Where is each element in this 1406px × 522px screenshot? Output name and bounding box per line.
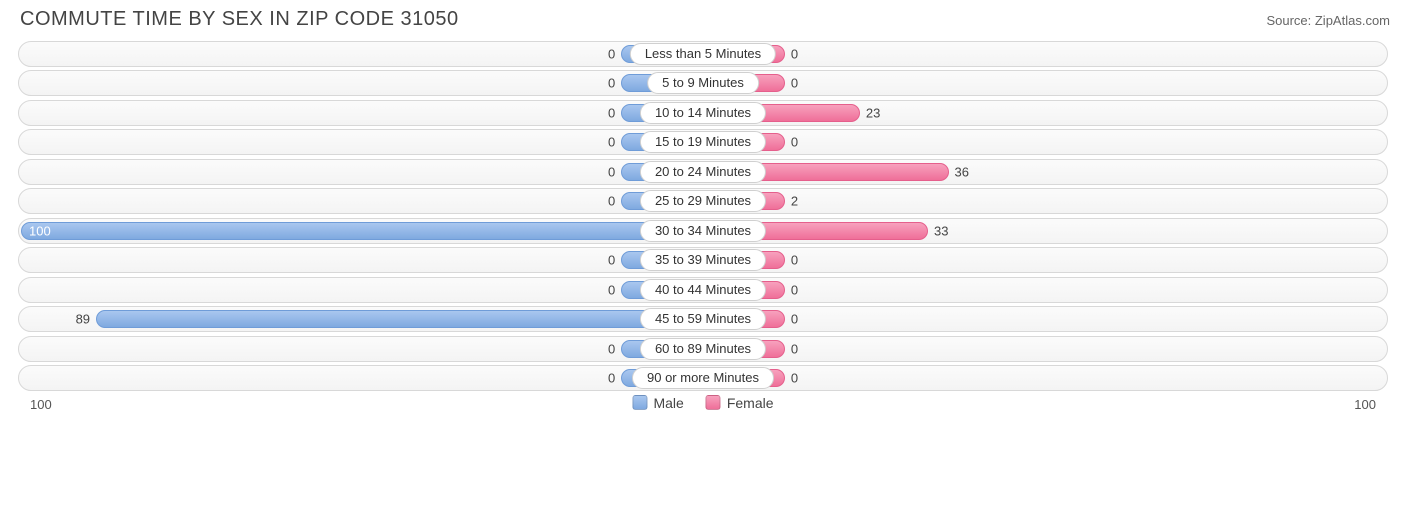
chart-row: 35 to 39 Minutes 0 0 xyxy=(18,247,1388,273)
female-value: 33 xyxy=(934,223,948,238)
female-value: 0 xyxy=(791,282,798,297)
swatch-male-icon xyxy=(632,395,647,410)
chart-header: Commute Time by Sex in Zip Code 31050 So… xyxy=(10,8,1396,37)
chart-row: 5 to 9 Minutes 0 0 xyxy=(18,70,1388,96)
chart-container: Commute Time by Sex in Zip Code 31050 So… xyxy=(0,0,1406,431)
male-bar xyxy=(96,310,703,328)
swatch-female-icon xyxy=(706,395,721,410)
axis-max-left: 100 xyxy=(30,397,52,412)
female-value: 0 xyxy=(791,371,798,386)
chart-row: 45 to 59 Minutes 89 0 xyxy=(18,306,1388,332)
category-label: 60 to 89 Minutes xyxy=(640,338,766,360)
legend-female-label: Female xyxy=(727,395,774,411)
category-label: 10 to 14 Minutes xyxy=(640,102,766,124)
chart-row: 15 to 19 Minutes 0 0 xyxy=(18,129,1388,155)
female-value: 0 xyxy=(791,46,798,61)
female-value: 0 xyxy=(791,135,798,150)
category-label: 45 to 59 Minutes xyxy=(640,308,766,330)
male-value: 0 xyxy=(608,164,615,179)
male-value: 0 xyxy=(608,253,615,268)
male-value: 89 xyxy=(76,312,90,327)
male-value: 0 xyxy=(608,135,615,150)
chart-row: 30 to 34 Minutes 100 33 xyxy=(18,218,1388,244)
female-value: 23 xyxy=(866,105,880,120)
male-bar xyxy=(21,222,703,240)
legend-male-label: Male xyxy=(653,395,683,411)
chart-row: 20 to 24 Minutes 0 36 xyxy=(18,159,1388,185)
category-label: 90 or more Minutes xyxy=(632,367,774,389)
male-value: 0 xyxy=(608,105,615,120)
male-value: 0 xyxy=(608,194,615,209)
male-value: 100 xyxy=(29,223,51,238)
chart-row: 60 to 89 Minutes 0 0 xyxy=(18,336,1388,362)
female-value: 0 xyxy=(791,253,798,268)
axis-max-right: 100 xyxy=(1354,397,1376,412)
male-value: 0 xyxy=(608,46,615,61)
male-value: 0 xyxy=(608,282,615,297)
category-label: 25 to 29 Minutes xyxy=(640,190,766,212)
chart-row: 40 to 44 Minutes 0 0 xyxy=(18,277,1388,303)
male-value: 0 xyxy=(608,371,615,386)
category-label: 40 to 44 Minutes xyxy=(640,279,766,301)
chart-rows: Less than 5 Minutes005 to 9 Minutes0010 … xyxy=(10,41,1396,392)
chart-row: 10 to 14 Minutes 0 23 xyxy=(18,100,1388,126)
category-label: 20 to 24 Minutes xyxy=(640,161,766,183)
chart-row: Less than 5 Minutes 0 0 xyxy=(18,41,1388,67)
chart-source: Source: ZipAtlas.com xyxy=(1266,13,1390,28)
category-label: 35 to 39 Minutes xyxy=(640,249,766,271)
legend: Male Female xyxy=(632,395,773,411)
chart-row: 25 to 29 Minutes 0 2 xyxy=(18,188,1388,214)
male-value: 0 xyxy=(608,341,615,356)
female-value: 36 xyxy=(955,164,969,179)
female-value: 2 xyxy=(791,194,798,209)
chart-row: 90 or more Minutes 0 0 xyxy=(18,365,1388,391)
female-value: 0 xyxy=(791,341,798,356)
category-label: 5 to 9 Minutes xyxy=(647,72,759,94)
category-label: Less than 5 Minutes xyxy=(630,43,776,65)
chart-footer: 100 Male Female 100 xyxy=(20,395,1386,423)
male-value: 0 xyxy=(608,76,615,91)
female-value: 0 xyxy=(791,312,798,327)
category-label: 30 to 34 Minutes xyxy=(640,220,766,242)
legend-male: Male xyxy=(632,395,683,411)
category-label: 15 to 19 Minutes xyxy=(640,131,766,153)
legend-female: Female xyxy=(706,395,774,411)
chart-title: Commute Time by Sex in Zip Code 31050 xyxy=(20,8,459,31)
female-value: 0 xyxy=(791,76,798,91)
